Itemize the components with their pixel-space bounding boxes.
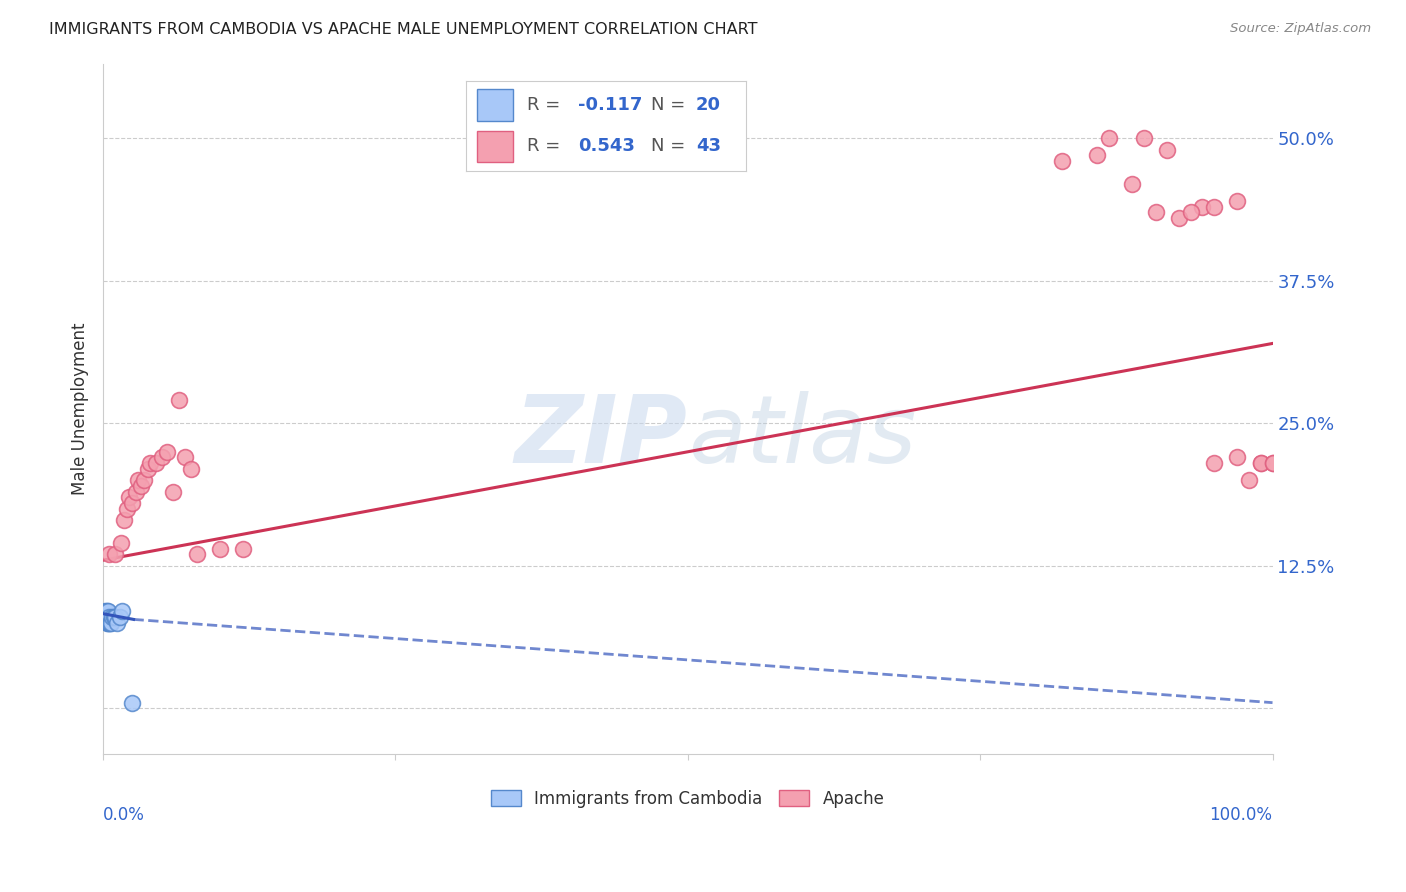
Point <box>1098 131 1121 145</box>
Point <box>1144 205 1167 219</box>
Point <box>1121 177 1143 191</box>
Point <box>1191 200 1213 214</box>
Point <box>100 615 122 630</box>
Point <box>1133 131 1156 145</box>
Point <box>1168 211 1191 225</box>
Point <box>105 615 128 630</box>
Point <box>94 610 117 624</box>
Point <box>1050 153 1073 168</box>
Point <box>1261 456 1284 470</box>
Point <box>180 462 202 476</box>
Point <box>1202 200 1225 214</box>
Point <box>1250 456 1272 470</box>
Point <box>186 548 208 562</box>
Point <box>129 479 152 493</box>
Point <box>110 536 132 550</box>
Point <box>118 491 141 505</box>
Point <box>94 604 117 618</box>
Text: 0.0%: 0.0% <box>103 805 145 823</box>
Point <box>1261 456 1284 470</box>
Point <box>1202 456 1225 470</box>
Point <box>104 610 127 624</box>
Text: ZIP: ZIP <box>515 391 688 483</box>
Point <box>93 610 115 624</box>
Point <box>209 541 232 556</box>
Point <box>112 513 135 527</box>
Point <box>132 473 155 487</box>
Point <box>1226 450 1249 465</box>
Point <box>98 548 121 562</box>
Point <box>136 462 159 476</box>
Point <box>1156 143 1178 157</box>
Point <box>232 541 254 556</box>
Point <box>156 444 179 458</box>
Text: Source: ZipAtlas.com: Source: ZipAtlas.com <box>1230 22 1371 36</box>
Text: 100.0%: 100.0% <box>1209 805 1272 823</box>
Point <box>167 393 190 408</box>
Point <box>97 604 120 618</box>
Point <box>121 696 143 710</box>
Point <box>96 615 118 630</box>
Point <box>97 610 120 624</box>
Point <box>127 473 149 487</box>
Text: IMMIGRANTS FROM CAMBODIA VS APACHE MALE UNEMPLOYMENT CORRELATION CHART: IMMIGRANTS FROM CAMBODIA VS APACHE MALE … <box>49 22 758 37</box>
Point <box>96 604 118 618</box>
Point <box>150 450 173 465</box>
Point <box>1085 148 1108 162</box>
Point <box>139 456 162 470</box>
Point <box>1237 473 1260 487</box>
Point <box>98 615 121 630</box>
Point <box>121 496 143 510</box>
Point <box>111 604 134 618</box>
Point <box>145 456 167 470</box>
Point <box>108 610 131 624</box>
Point <box>97 615 120 630</box>
Point <box>1226 194 1249 208</box>
Y-axis label: Male Unemployment: Male Unemployment <box>72 323 89 495</box>
Point <box>101 610 124 624</box>
Point <box>1180 205 1202 219</box>
Point <box>98 615 121 630</box>
Point <box>96 610 118 624</box>
Point <box>1250 456 1272 470</box>
Point <box>103 610 125 624</box>
Point <box>98 610 121 624</box>
Point <box>162 484 184 499</box>
Text: atlas: atlas <box>688 391 917 482</box>
Point <box>174 450 197 465</box>
Point <box>125 484 148 499</box>
Point <box>115 501 138 516</box>
Point <box>104 548 127 562</box>
Legend: Immigrants from Cambodia, Apache: Immigrants from Cambodia, Apache <box>485 783 891 814</box>
